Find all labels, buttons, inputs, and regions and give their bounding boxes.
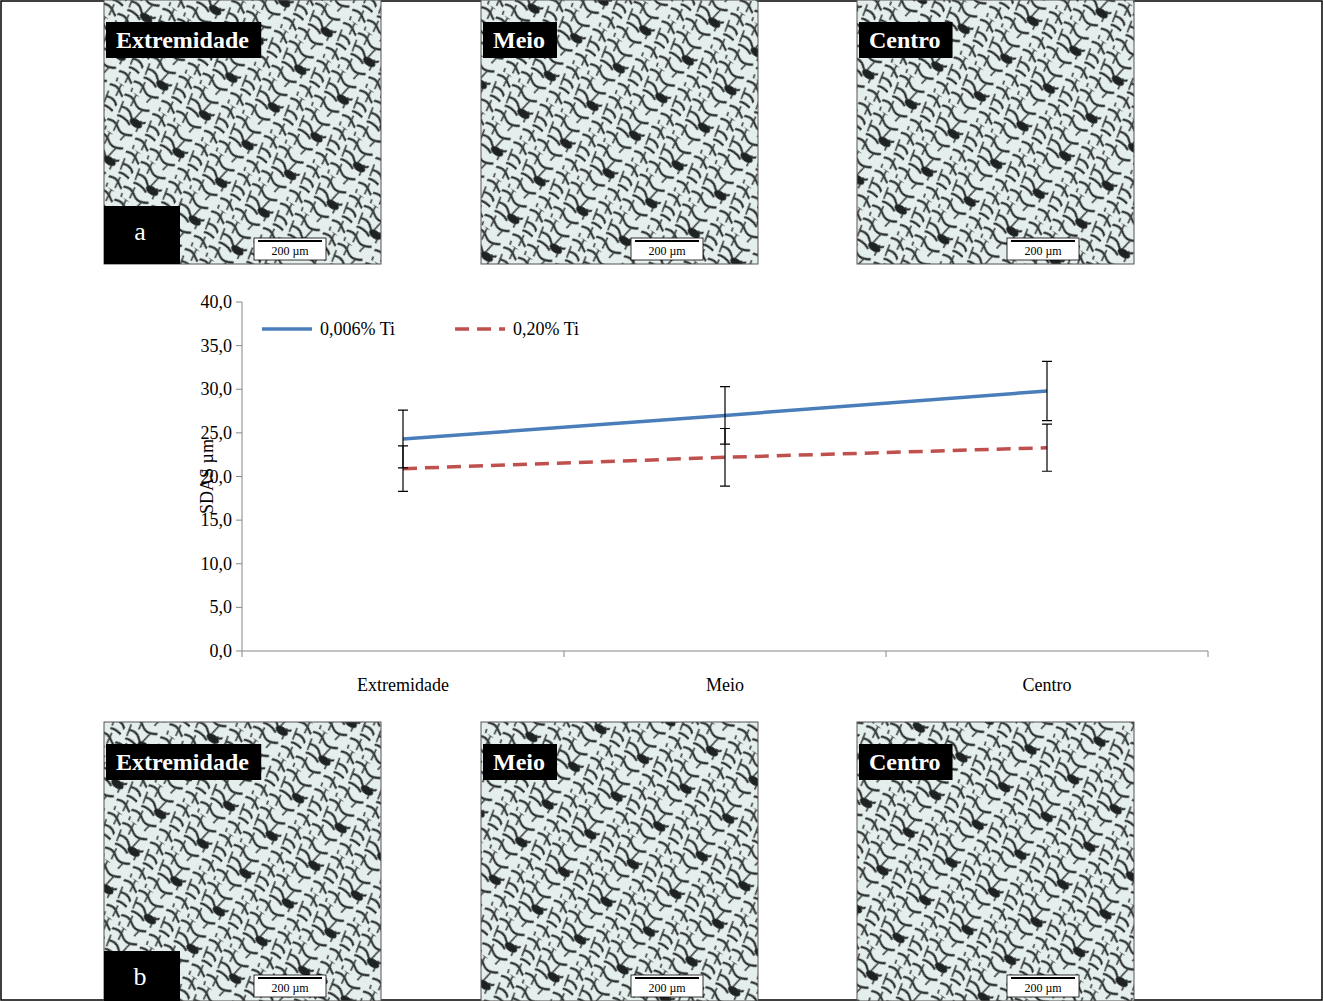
label-box bbox=[106, 744, 261, 780]
error-bar bbox=[398, 446, 408, 491]
micrograph-row: Extremidade 200 µm Meio 200 µm Centro 200 µm b bbox=[104, 722, 1134, 1001]
micrograph bbox=[104, 722, 381, 1001]
panel-label: Centro bbox=[869, 27, 941, 53]
letter-box bbox=[104, 206, 180, 264]
label-box bbox=[483, 744, 557, 780]
x-tick bbox=[1208, 651, 1209, 657]
scale-bar bbox=[258, 240, 322, 242]
scale-box bbox=[1007, 238, 1079, 260]
y-tick bbox=[236, 389, 242, 390]
y-tick bbox=[236, 607, 242, 608]
x-tick-label: Centro bbox=[1023, 675, 1072, 695]
y-tick bbox=[236, 520, 242, 521]
micrograph bbox=[857, 722, 1134, 1001]
chart: 0,05,010,015,020,025,030,035,040,0Extrem… bbox=[197, 292, 1208, 695]
y-axis-title: SDAS µm bbox=[197, 439, 217, 514]
scale-box bbox=[631, 975, 703, 997]
y-tick bbox=[236, 563, 242, 564]
scale-text: 200 µm bbox=[271, 244, 309, 258]
label-box bbox=[859, 744, 953, 780]
error-bar bbox=[720, 429, 730, 487]
panel-label: Extremidade bbox=[116, 27, 249, 53]
legend-swatch bbox=[262, 327, 312, 331]
error-bar bbox=[1042, 361, 1052, 420]
micrograph bbox=[481, 0, 758, 264]
y-tick-label: 5,0 bbox=[210, 597, 233, 617]
panel-letter: b bbox=[134, 962, 147, 991]
micrograph bbox=[104, 0, 381, 264]
scale-bar bbox=[1011, 240, 1075, 242]
x-tick bbox=[886, 651, 887, 657]
y-tick bbox=[236, 476, 242, 477]
scale-bar bbox=[258, 977, 322, 979]
scale-text: 200 µm bbox=[271, 981, 309, 995]
y-tick-label: 35,0 bbox=[201, 336, 233, 356]
figure: Extremidade 200 µm Meio 200 µm Centro 200 µm a… bbox=[0, 0, 1323, 1001]
y-tick-label: 0,0 bbox=[210, 641, 233, 661]
scale-bar bbox=[1011, 977, 1075, 979]
label-box bbox=[483, 22, 557, 58]
panel-letter: a bbox=[134, 217, 146, 246]
scale-box bbox=[1007, 975, 1079, 997]
x-tick bbox=[242, 651, 243, 657]
x-tick-label: Meio bbox=[706, 675, 744, 695]
frame bbox=[1, 1, 1322, 1000]
scale-bar bbox=[635, 977, 699, 979]
plot-area bbox=[398, 361, 1052, 491]
label-box bbox=[106, 22, 261, 58]
error-bar bbox=[1042, 424, 1052, 471]
y-tick-label: 30,0 bbox=[201, 379, 233, 399]
panel-label: Meio bbox=[493, 27, 545, 53]
legend-label: 0,006% Ti bbox=[320, 319, 395, 339]
scale-text: 200 µm bbox=[648, 981, 686, 995]
x-axis bbox=[242, 651, 1208, 652]
y-tick-label: 40,0 bbox=[201, 292, 233, 312]
y-tick bbox=[236, 345, 242, 346]
scale-bar bbox=[635, 240, 699, 242]
label-box bbox=[859, 22, 953, 58]
scale-box bbox=[631, 238, 703, 260]
scale-box bbox=[254, 238, 326, 260]
legend-swatch bbox=[455, 327, 505, 331]
legend-label: 0,20% Ti bbox=[513, 319, 579, 339]
y-tick-label: 10,0 bbox=[201, 554, 233, 574]
micrograph bbox=[857, 0, 1134, 264]
scale-text: 200 µm bbox=[648, 244, 686, 258]
panel-label: Extremidade bbox=[116, 749, 249, 775]
legend: 0,006% Ti 0,20% Ti bbox=[262, 319, 579, 339]
scale-text: 200 µm bbox=[1024, 244, 1062, 258]
micrograph-row: Extremidade 200 µm Meio 200 µm Centro 200 µm a bbox=[104, 0, 1134, 264]
y-tick bbox=[236, 432, 242, 433]
x-tick-label: Extremidade bbox=[357, 675, 449, 695]
panel-label: Meio bbox=[493, 749, 545, 775]
panel-label: Centro bbox=[869, 749, 941, 775]
micrograph bbox=[481, 722, 758, 1001]
y-tick bbox=[236, 302, 242, 303]
y-tick bbox=[236, 651, 242, 652]
scale-box bbox=[254, 975, 326, 997]
letter-box bbox=[104, 951, 180, 1001]
x-tick bbox=[564, 651, 565, 657]
scale-text: 200 µm bbox=[1024, 981, 1062, 995]
